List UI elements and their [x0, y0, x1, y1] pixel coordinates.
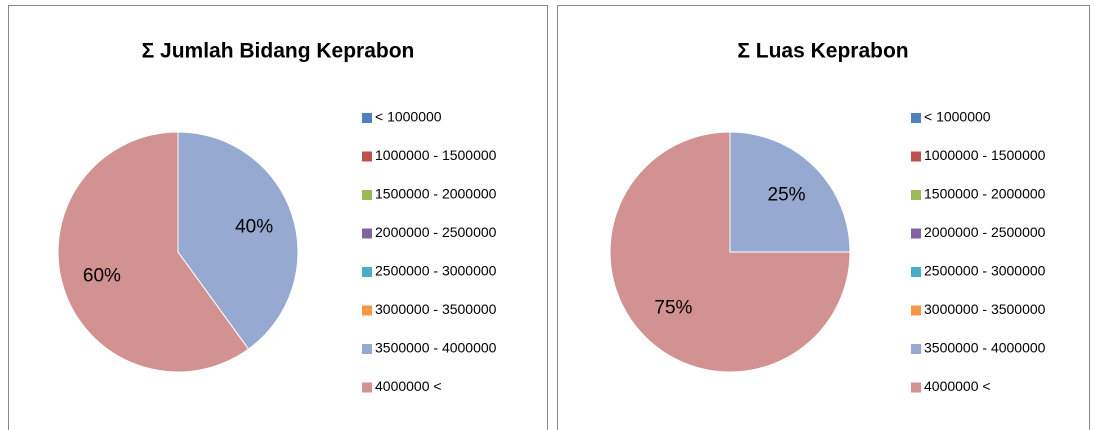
legend-label: 1000000 - 1500000 — [924, 147, 1046, 163]
pie-slice — [729, 131, 851, 253]
pie-slice — [609, 131, 851, 373]
legend-label: 3500000 - 4000000 — [924, 340, 1046, 356]
legend-swatch — [911, 190, 921, 200]
legend-label: 3000000 - 3500000 — [924, 301, 1046, 317]
pie-slice — [177, 131, 299, 350]
legend-swatch — [362, 113, 372, 123]
data-label: 60% — [83, 266, 121, 287]
legend-swatch — [362, 190, 372, 200]
legend-label: 1000000 - 1500000 — [375, 147, 497, 163]
legend-swatch — [911, 382, 921, 393]
legend-label: 4000000 < — [375, 378, 442, 394]
legend-label: 1500000 - 2000000 — [375, 186, 497, 202]
legend-swatch — [911, 305, 921, 316]
legend-swatch — [362, 267, 372, 277]
legend-label: 2500000 - 3000000 — [924, 263, 1046, 279]
legend-swatch — [362, 228, 372, 239]
chart-title: Σ Jumlah Bidang Keprabon — [142, 40, 415, 63]
legend-label: 1500000 - 2000000 — [924, 186, 1046, 202]
legend-label: 2000000 - 2500000 — [375, 224, 497, 240]
legend-swatch — [362, 151, 372, 162]
legend-label: < 1000000 — [924, 109, 991, 125]
legend-label: < 1000000 — [375, 109, 442, 125]
pie-slice — [57, 131, 250, 373]
legend-swatch — [911, 344, 921, 354]
data-label: 75% — [654, 298, 692, 319]
legend-swatch — [362, 382, 372, 393]
legend-swatch — [362, 344, 372, 354]
legend-label: 3500000 - 4000000 — [375, 340, 497, 356]
legend-swatch — [911, 267, 921, 277]
chart-title: Σ Luas Keprabon — [737, 40, 908, 63]
legend-swatch — [911, 228, 921, 239]
legend-label: 4000000 < — [924, 378, 991, 394]
data-label: 40% — [235, 216, 273, 237]
legend-label: 2500000 - 3000000 — [375, 263, 497, 279]
legend-label: 2000000 - 2500000 — [924, 224, 1046, 240]
legend-swatch — [911, 113, 921, 123]
legend-swatch — [911, 151, 921, 162]
legend-swatch — [362, 305, 372, 316]
legend-label: 3000000 - 3500000 — [375, 301, 497, 317]
data-label: 25% — [768, 184, 806, 205]
